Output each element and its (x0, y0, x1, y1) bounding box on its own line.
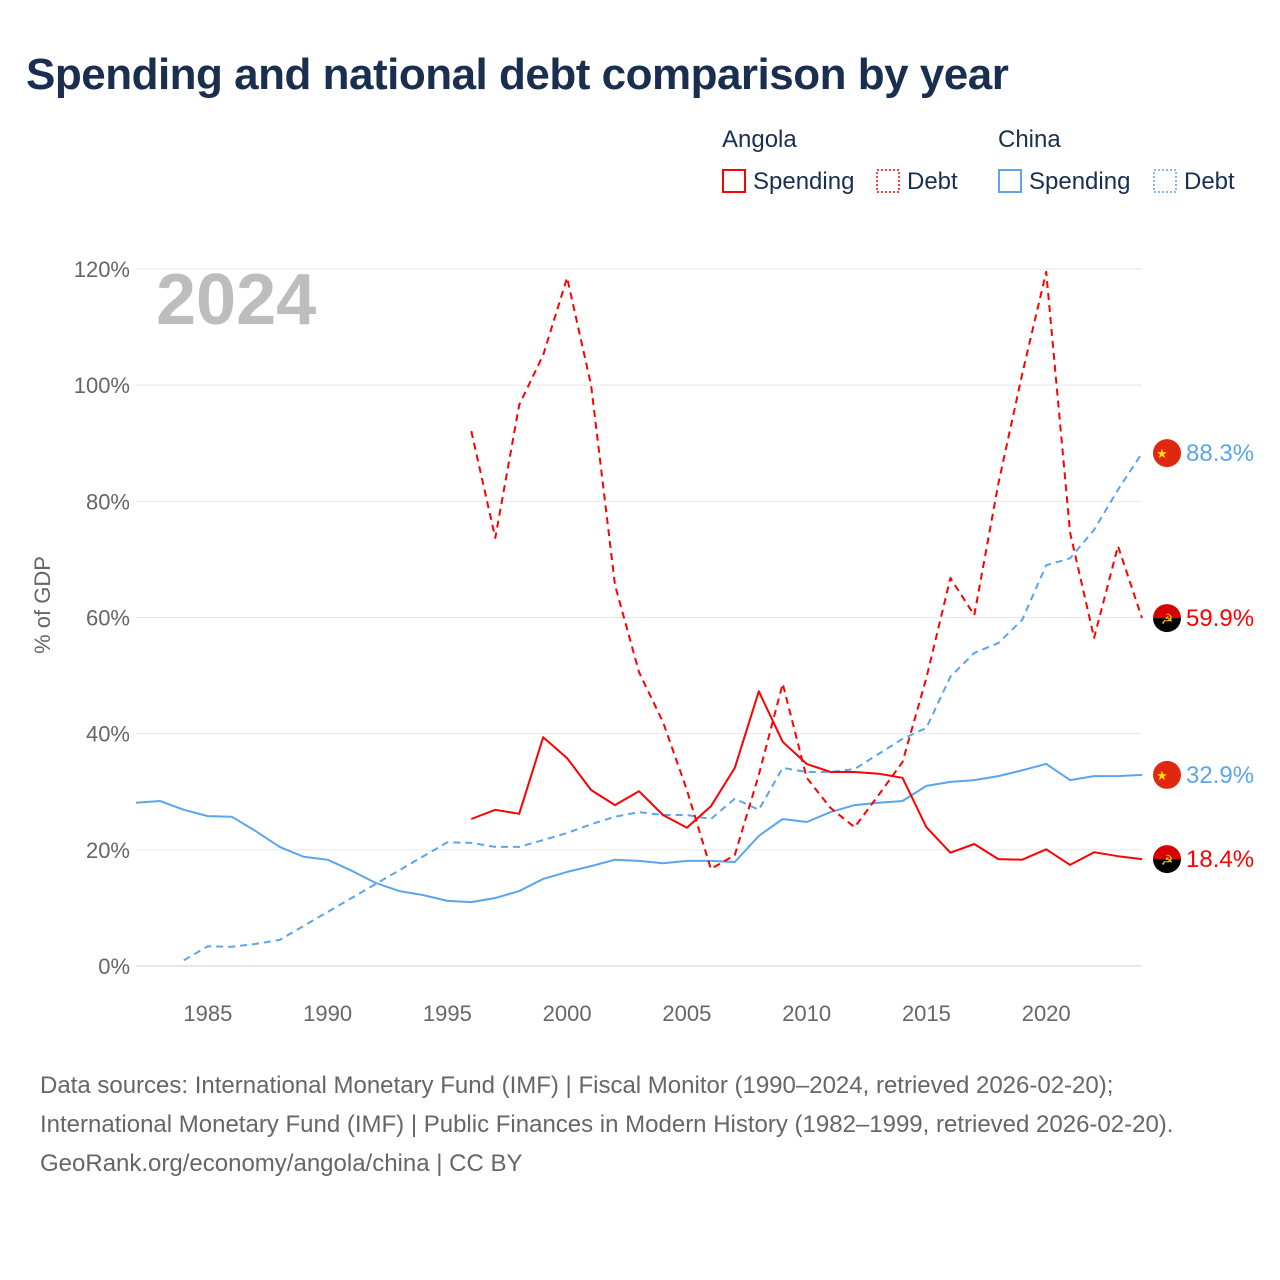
china-flag-icon (1153, 760, 1181, 789)
flag-star-icon: ★ (1156, 446, 1168, 461)
y-tick-label: 40% (86, 722, 130, 747)
y-tick-label: 20% (86, 838, 130, 863)
flag-emblem-icon: ☭ (1161, 611, 1174, 627)
series-line-angola-debt (470, 270, 1143, 870)
legend-swatch-debt (1153, 169, 1177, 193)
x-tick-label: 2005 (662, 1001, 711, 1026)
flag-emblem-icon: ☭ (1161, 852, 1174, 868)
y-tick-label: 120% (74, 257, 130, 282)
credit-link[interactable]: GeoRank.org/economy/angola/china | CC BY (40, 1150, 523, 1177)
china-flag-icon (1153, 439, 1181, 468)
legend-label-spending: Spending (753, 168, 854, 195)
legend-label-debt: Debt (907, 168, 958, 195)
x-tick-label: 2010 (782, 1001, 831, 1026)
legend-group-china: China (998, 126, 1061, 153)
y-tick-label: 100% (74, 373, 130, 398)
angola-flag-icon (1153, 845, 1181, 860)
end-value-label: 88.3% (1186, 440, 1254, 467)
end-value-label: 18.4% (1186, 846, 1254, 873)
series-line-angola-spending (470, 690, 1143, 866)
legend-swatch-debt (876, 169, 900, 193)
angola-flag-icon (1153, 618, 1181, 633)
chart-title: Spending and national debt comparison by… (26, 50, 1009, 99)
legend-label-debt: Debt (1184, 168, 1235, 195)
y-tick-label: 0% (98, 954, 130, 979)
flag-star-icon: ★ (1156, 768, 1168, 783)
legend-swatch-spending (722, 169, 746, 193)
y-tick-label: 80% (86, 489, 130, 514)
x-tick-label: 1985 (183, 1001, 232, 1026)
end-value-label: 59.9% (1186, 605, 1254, 632)
x-tick-label: 2000 (543, 1001, 592, 1026)
x-tick-label: 1990 (303, 1001, 352, 1026)
angola-flag-icon (1153, 859, 1181, 874)
legend-swatch-spending (998, 169, 1022, 193)
y-axis-label: % of GDP (30, 556, 55, 654)
data-sources: Data sources: International Monetary Fun… (40, 1072, 1174, 1138)
angola-flag-icon (1153, 604, 1181, 619)
x-tick-label: 2015 (902, 1001, 951, 1026)
end-value-label: 32.9% (1186, 762, 1254, 789)
legend-label-spending: Spending (1029, 168, 1130, 195)
year-watermark: 2024 (156, 260, 316, 340)
footer: Data sources: International Monetary Fun… (40, 1066, 1240, 1183)
legend-group-angola: Angola (722, 126, 797, 153)
y-tick-label: 60% (86, 606, 130, 631)
x-tick-label: 1995 (423, 1001, 472, 1026)
x-tick-label: 2020 (1022, 1001, 1071, 1026)
series-line-china-spending (135, 762, 1143, 904)
series-line-china-debt (183, 452, 1143, 962)
